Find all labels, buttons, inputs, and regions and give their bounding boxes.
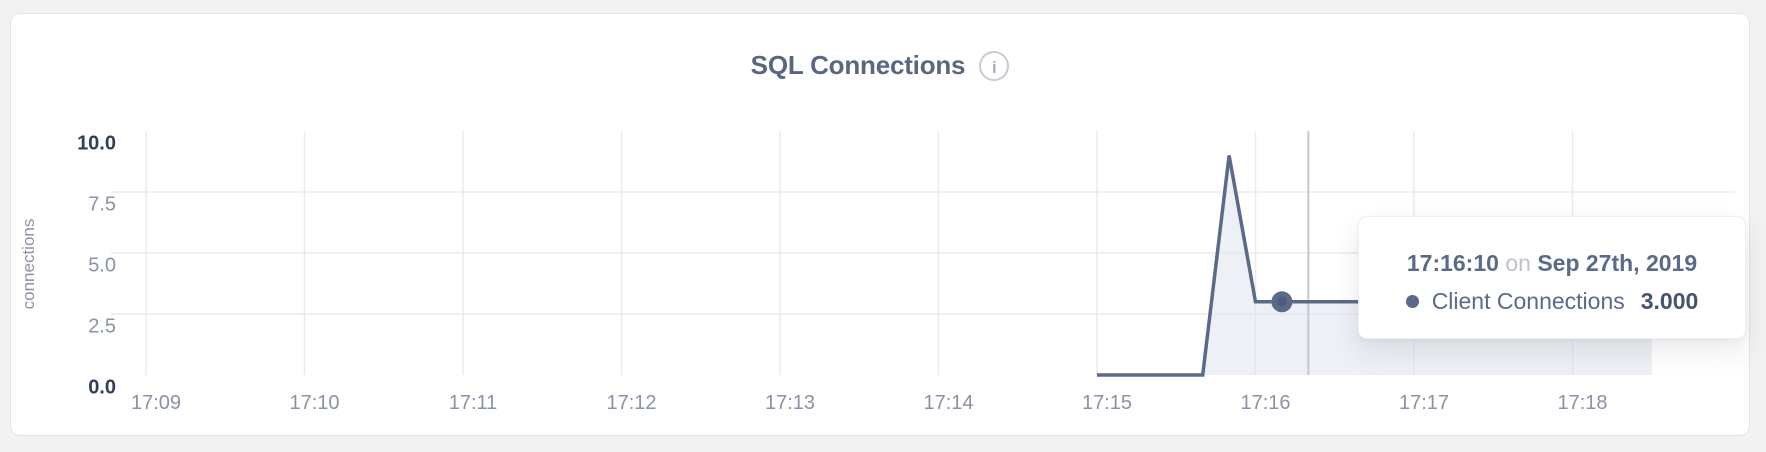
y-tick-label: 5.0 bbox=[88, 254, 116, 277]
x-tick-label: 17:13 bbox=[764, 392, 816, 414]
tooltip-connector: on bbox=[1505, 250, 1531, 276]
highlighted-point-core bbox=[1276, 296, 1287, 307]
x-tick-label: 17:18 bbox=[1557, 392, 1608, 414]
y-tick-label: 7.5 bbox=[88, 193, 116, 216]
x-tick-label: 17:10 bbox=[289, 392, 340, 414]
tooltip-series-value: 3.000 bbox=[1640, 288, 1699, 314]
sql-connections-card: SQL Connections i connections 10.0 7.5 5.0… bbox=[10, 13, 1750, 436]
x-tick-label: 17:17 bbox=[1398, 392, 1450, 414]
x-tick-label: 17:15 bbox=[1081, 392, 1133, 414]
y-tick-label: 2.5 bbox=[88, 315, 116, 338]
y-tick-label: 10.0 bbox=[77, 132, 116, 155]
x-tick-label: 17:12 bbox=[606, 392, 657, 414]
tooltip-series-label: Client Connections bbox=[1431, 288, 1625, 314]
chart-tooltip: 17:16:10 on Sep 27th, 2019 Client Connec… bbox=[1358, 216, 1746, 339]
y-tick-label: 0.0 bbox=[88, 376, 116, 399]
tooltip-timestamp: 17:16:10 on Sep 27th, 2019 bbox=[1359, 250, 1745, 277]
x-tick-label: 17:09 bbox=[130, 392, 182, 414]
x-tick-label: 17:14 bbox=[923, 392, 974, 414]
chart-title: SQL Connections bbox=[750, 50, 966, 80]
tooltip-time: 17:16:10 bbox=[1406, 250, 1499, 276]
x-tick-label: 17:11 bbox=[448, 392, 498, 414]
series-bullet-icon bbox=[1405, 295, 1419, 308]
tooltip-series-row: Client Connections 3.000 bbox=[1359, 288, 1745, 315]
card-header: SQL Connections i bbox=[11, 50, 1749, 81]
x-tick-label: 17:16 bbox=[1240, 392, 1291, 414]
info-icon[interactable]: i bbox=[979, 50, 1010, 81]
highlighted-point bbox=[1271, 291, 1293, 313]
tooltip-date: Sep 27th, 2019 bbox=[1537, 250, 1698, 276]
